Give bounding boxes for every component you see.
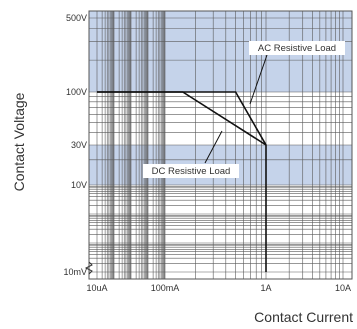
y-tick-label: 100V: [66, 87, 87, 97]
axis-break-icon: [84, 261, 93, 275]
annotation-box: [143, 164, 239, 178]
y-tick-labels: 500V 100V 30V 10V 10mV: [63, 13, 87, 277]
plot-frame: [88, 10, 353, 280]
x-tick-label: 10uA: [86, 283, 107, 293]
x-tick-label: 1A: [260, 283, 271, 293]
dc-resistive-load-line: [97, 91, 267, 146]
annotations: AC Resistive Load DC Resistive Load: [84, 41, 345, 275]
x-tick-label: 100mA: [151, 283, 180, 293]
annotation-label: DC Resistive Load: [152, 166, 231, 177]
x-axis-title: Contact Current: [254, 309, 353, 325]
grid-lines: [89, 11, 352, 279]
y-tick-label: 10mV: [63, 267, 87, 277]
y-tick-label: 500V: [66, 13, 87, 23]
annotation-leader-line: [204, 130, 223, 164]
series-layer: [97, 91, 267, 272]
annotation-box: [249, 41, 345, 55]
y-tick-label: 30V: [71, 140, 87, 150]
x-tick-labels: 10uA 100mA 1A 10A: [86, 283, 351, 293]
y-tick-label: 10V: [71, 180, 87, 190]
annotation-leader-line: [249, 54, 268, 105]
annotation-label: AC Resistive Load: [258, 43, 336, 54]
y-axis-title: Contact Voltage: [11, 92, 27, 191]
x-tick-label: 10A: [335, 283, 351, 293]
